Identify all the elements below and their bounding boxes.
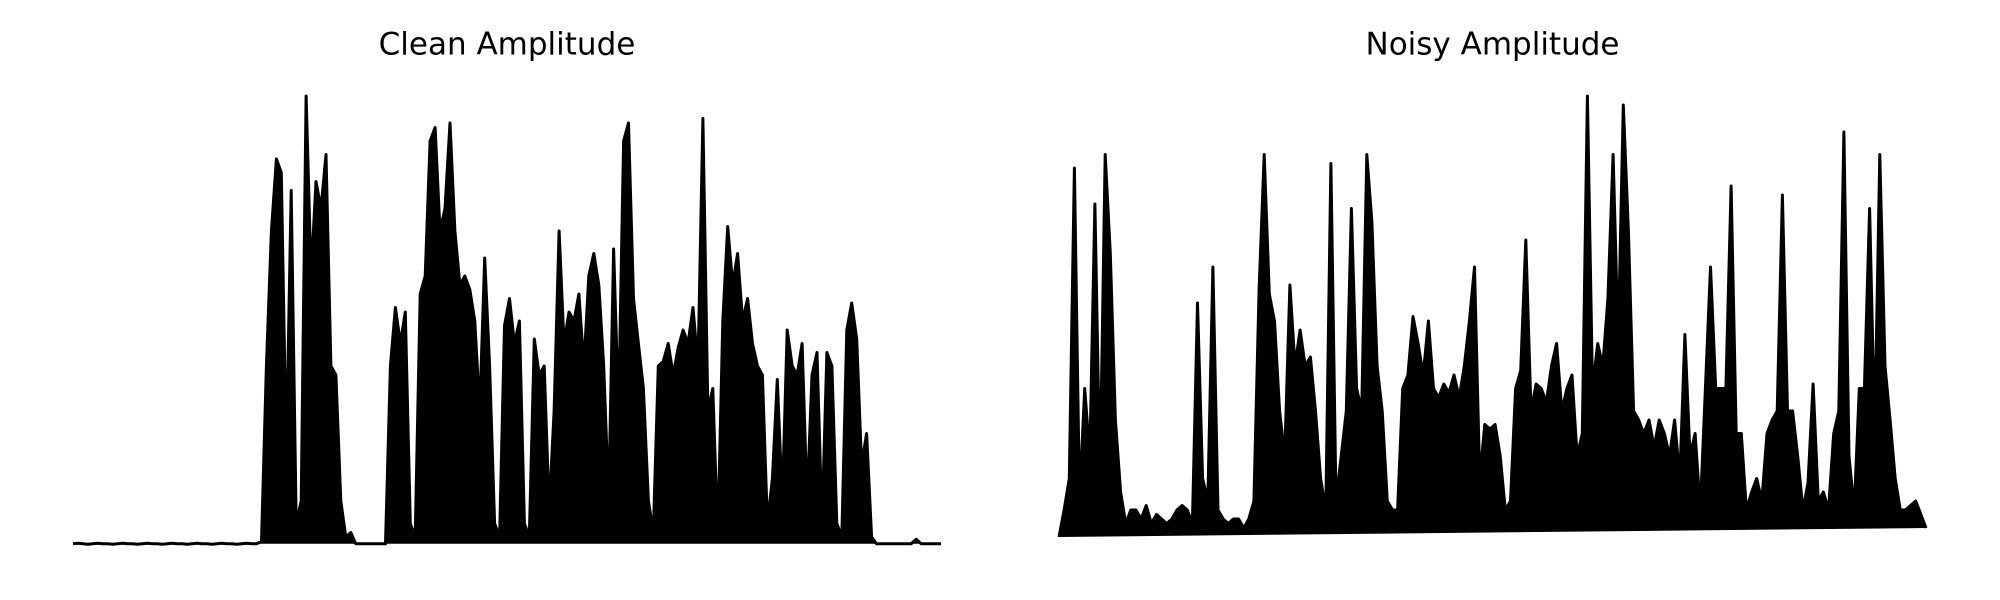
chart-title: Clean Amplitude xyxy=(379,27,636,63)
amplitude-area xyxy=(1057,94,1928,538)
amplitude-area xyxy=(72,94,941,546)
chart-title: Noisy Amplitude xyxy=(1366,27,1620,63)
